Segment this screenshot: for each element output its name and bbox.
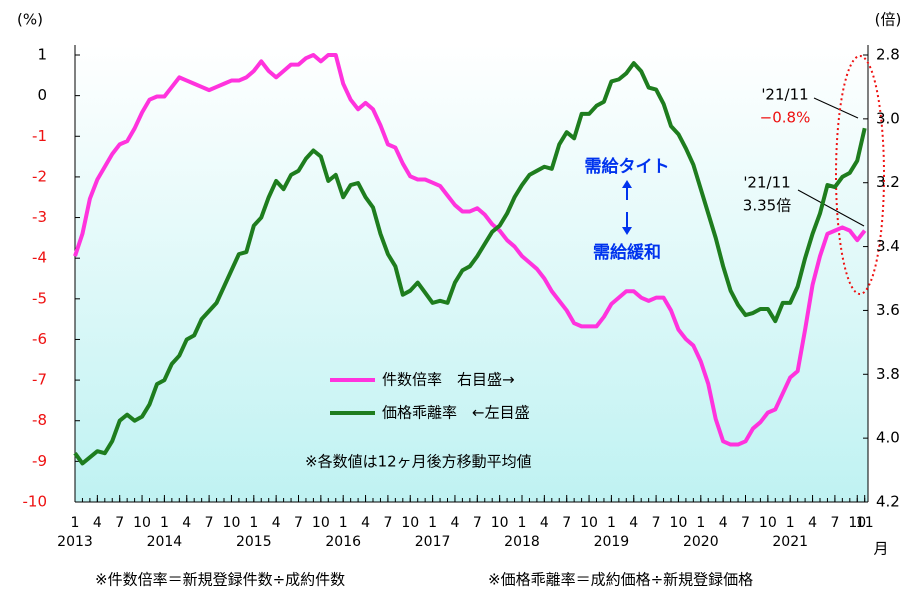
x-tick-label: 1: [607, 515, 616, 531]
y-tick-label: -8: [32, 411, 47, 429]
year-label: 2021: [772, 534, 808, 550]
y2-tick-label: 3.2: [876, 173, 900, 191]
x-tick-label: 4: [719, 515, 728, 531]
y-tick-label: 1: [37, 46, 47, 64]
x-tick-label: 7: [652, 515, 661, 531]
year-label: 2018: [504, 534, 540, 550]
y2-tick-label: 3.6: [876, 301, 900, 319]
year-label: 2015: [236, 534, 272, 550]
x-tick-label: 4: [182, 515, 191, 531]
callout-line: [797, 189, 865, 227]
y-tick-label: -5: [32, 289, 47, 307]
year-label: 2020: [683, 534, 719, 550]
callout-label: −0.8%: [760, 109, 811, 127]
x-tick-label: 10: [580, 515, 598, 531]
x-tick-label: 10: [401, 515, 419, 531]
year-label: 2014: [147, 534, 183, 550]
annotation: 需給緩和: [593, 242, 661, 263]
callout-label: 3.35倍: [743, 197, 791, 215]
x-tick-label: 1: [786, 515, 795, 531]
x-tick-label: 7: [562, 515, 571, 531]
x-tick-label: 11: [856, 515, 874, 531]
legend-label: 件数倍率 右目盛→: [382, 371, 515, 389]
x-tick-label: 4: [450, 515, 459, 531]
x-tick-label: 10: [491, 515, 509, 531]
series-line: [73, 61, 867, 466]
y-tick-label: -1: [32, 127, 47, 145]
y-tick-label: -4: [32, 249, 47, 267]
x-tick-label: 4: [361, 515, 370, 531]
footnote: ※価格乖離率＝成約価格÷新規登録価格: [488, 571, 753, 589]
x-tick-label: 1: [518, 515, 527, 531]
x-tick-label: 10: [133, 515, 151, 531]
x-tick-label: 4: [629, 515, 638, 531]
x-tick-label: 1: [249, 515, 258, 531]
x-tick-label: 7: [830, 515, 839, 531]
x-tick-label: 4: [540, 515, 549, 531]
x-tick-label: 10: [670, 515, 688, 531]
y-tick-label: -6: [32, 330, 47, 348]
callout-date: '21/11: [761, 86, 808, 104]
y2-tick-label: 4.2: [876, 493, 900, 511]
y-tick-label: -3: [32, 208, 47, 226]
y-axis-label: (%): [17, 11, 43, 29]
y-tick-label: -10: [23, 493, 48, 511]
year-label: 2013: [57, 534, 93, 550]
x-tick-label: 4: [808, 515, 817, 531]
x-tick-label: 7: [115, 515, 124, 531]
x-tick-label: 4: [93, 515, 102, 531]
x-tick-label: 1: [428, 515, 437, 531]
x-tick-label: 1: [160, 515, 169, 531]
x-tick-label: 7: [294, 515, 303, 531]
arrow-head: [622, 227, 632, 235]
x-tick-label: 10: [759, 515, 777, 531]
x-tick-label: 7: [473, 515, 482, 531]
x-tick-label: 1: [696, 515, 705, 531]
x-tick-label: 7: [205, 515, 214, 531]
x-tick-label: 7: [383, 515, 392, 531]
y2-tick-label: 3.8: [876, 365, 900, 383]
y2-axis-label: (倍): [875, 11, 902, 29]
y-tick-label: -9: [32, 452, 47, 470]
x-tick-label: 10: [223, 515, 241, 531]
x-tick-label: 1: [339, 515, 348, 531]
x-tick-label: 1: [71, 515, 80, 531]
note: ※各数値は12ヶ月後方移動平均値: [305, 453, 532, 471]
y-tick-label: 0: [37, 86, 47, 104]
callout-line: [813, 97, 859, 119]
y2-tick-label: 3.4: [876, 237, 900, 255]
x-tick-label: 10: [848, 515, 866, 531]
x-tick-label: 7: [741, 515, 750, 531]
annotation: 需給タイト: [585, 156, 670, 177]
x-tick-label: 10: [312, 515, 330, 531]
year-label: 2016: [325, 534, 361, 550]
y-tick-label: -2: [32, 167, 47, 185]
y2-tick-label: 4.0: [876, 429, 900, 447]
x-unit: 月: [873, 540, 888, 558]
series-line: [73, 53, 867, 447]
highlight-ellipse: [835, 55, 885, 295]
plot-background: [75, 45, 868, 502]
footnote: ※件数倍率＝新規登録件数÷成約件数: [95, 571, 345, 589]
legend-label: 価格乖離率 ←左目盛: [382, 404, 530, 422]
y2-tick-label: 3.0: [876, 109, 900, 127]
y2-tick-label: 2.8: [876, 46, 900, 64]
arrow-head: [622, 180, 632, 188]
y-tick-label: -7: [32, 371, 47, 389]
x-tick-label: 4: [272, 515, 281, 531]
year-label: 2017: [415, 534, 451, 550]
year-label: 2019: [594, 534, 630, 550]
callout-date: '21/11: [743, 174, 790, 192]
